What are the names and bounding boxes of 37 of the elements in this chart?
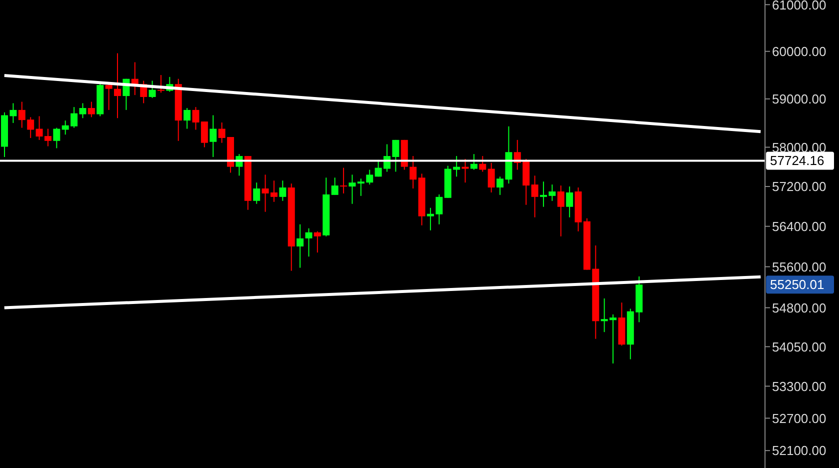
y-tick-label: 57200.00 <box>772 179 826 194</box>
candlestick <box>296 224 304 268</box>
y-tick-label: 52700.00 <box>772 410 826 426</box>
y-tick-label: 52100.00 <box>772 443 826 458</box>
candlestick <box>114 52 122 119</box>
y-tick-label: 60000.00 <box>772 44 826 59</box>
candlestick <box>314 230 321 254</box>
candlestick <box>531 175 538 218</box>
candlestick <box>331 177 338 196</box>
candlestick <box>479 156 486 172</box>
candlestick <box>53 127 60 149</box>
candlestick <box>253 182 260 204</box>
y-tick-label: 55600.00 <box>772 259 826 274</box>
candlestick <box>557 185 564 237</box>
candlestick <box>148 80 156 98</box>
candlestick <box>410 156 417 189</box>
candlestick <box>462 158 469 184</box>
candlestick <box>305 228 312 258</box>
candlestick <box>470 154 478 170</box>
candlestick <box>210 114 217 158</box>
candlestick <box>279 180 286 202</box>
candlestick <box>488 162 495 193</box>
candlestick <box>184 108 191 130</box>
candlestick <box>157 74 164 94</box>
candlestick <box>88 101 95 118</box>
y-tick-label: 54800.00 <box>772 300 826 316</box>
candlestick <box>566 186 574 218</box>
y-tick-label: 54050.00 <box>772 339 826 354</box>
y-tick-label: 58000.00 <box>772 140 826 155</box>
y-tick-label: 56400.00 <box>772 218 826 234</box>
text: 55250.01 <box>770 277 824 292</box>
y-tick-label: 59000.00 <box>772 92 826 107</box>
y-tick-label: 61000.00 <box>772 0 826 12</box>
candlestick <box>340 167 348 194</box>
y-tick-label: 53300.00 <box>772 378 826 394</box>
ref-line-label: 57724.16 <box>770 153 824 168</box>
candlestick <box>348 174 356 204</box>
